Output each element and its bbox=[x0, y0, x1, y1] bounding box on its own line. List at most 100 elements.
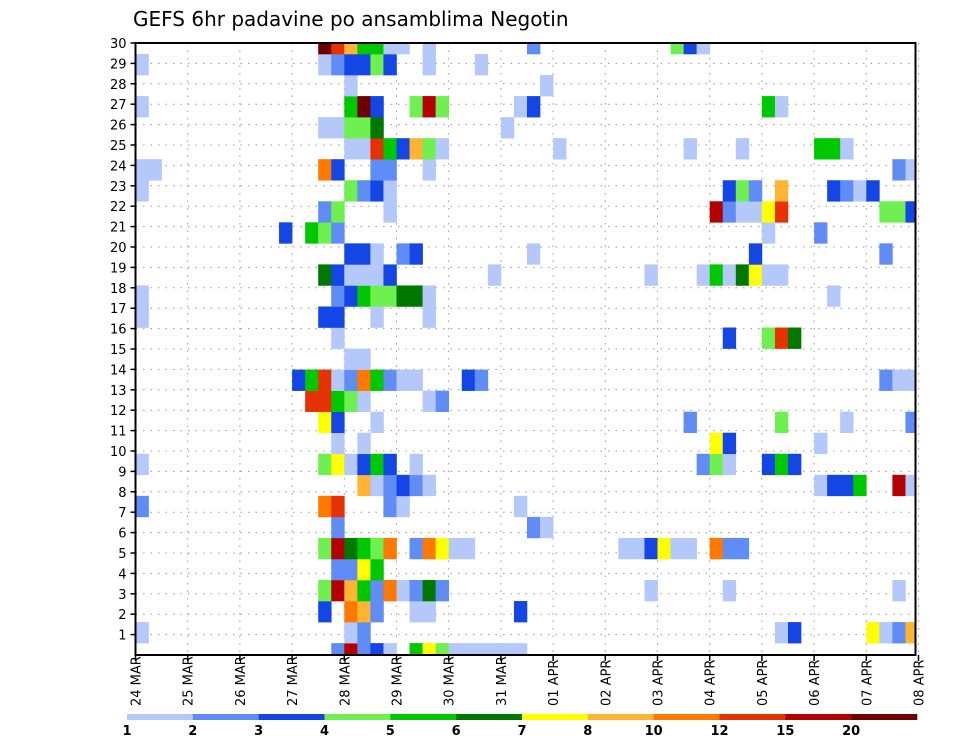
heatmap-cell bbox=[318, 495, 332, 518]
heatmap-cell bbox=[318, 54, 332, 76]
heatmap-cell bbox=[748, 243, 763, 265]
heatmap-cell bbox=[357, 285, 371, 307]
heatmap-cell bbox=[422, 306, 436, 328]
heatmap-cell bbox=[344, 390, 358, 412]
heatmap-cell bbox=[448, 643, 463, 655]
colorbar-legend: 1 2 3 4 5 6 7 8 10 12 15 20 bbox=[122, 714, 918, 739]
heatmap-cell bbox=[331, 495, 345, 518]
heatmap-cell bbox=[892, 622, 906, 644]
colorbar-label: 2 bbox=[188, 724, 197, 739]
grid-lines bbox=[135, 42, 919, 655]
heatmap-cell bbox=[409, 537, 423, 560]
heatmap-cell bbox=[905, 201, 916, 223]
heatmap-cell bbox=[344, 138, 358, 160]
heatmap-cell bbox=[422, 537, 436, 560]
heatmap-cell bbox=[540, 516, 554, 539]
heatmap-cell bbox=[344, 643, 358, 655]
colorbar-label: 20 bbox=[842, 724, 860, 739]
heatmap-cell bbox=[722, 537, 737, 560]
heatmap-cell bbox=[344, 243, 358, 265]
heatmap-cell bbox=[670, 537, 684, 560]
heatmap-cell bbox=[370, 159, 384, 181]
heatmap-cell bbox=[357, 369, 371, 391]
heatmap-cell bbox=[709, 537, 724, 560]
heatmap-cell bbox=[383, 54, 397, 76]
heatmap-cell bbox=[383, 285, 397, 307]
heatmap-cell bbox=[331, 43, 345, 55]
heatmap-cell bbox=[357, 390, 371, 412]
heatmap-cell bbox=[435, 390, 449, 412]
heatmap-cell bbox=[383, 580, 397, 602]
colorbar-label: 1 bbox=[122, 724, 131, 739]
heatmap-cell bbox=[135, 180, 149, 202]
heatmap-cell bbox=[409, 285, 423, 307]
heatmap-cell bbox=[814, 432, 828, 455]
heatmap-cell bbox=[905, 474, 916, 497]
heatmap-cell bbox=[409, 96, 423, 118]
heatmap-cell bbox=[318, 580, 332, 602]
heatmap-cell bbox=[357, 117, 371, 139]
heatmap-cell bbox=[344, 537, 358, 560]
heatmap-cell bbox=[905, 369, 916, 391]
x-tick-label: 30 MAR bbox=[443, 656, 458, 706]
heatmap-cell bbox=[683, 138, 697, 160]
heatmap-cell bbox=[709, 432, 724, 455]
heatmap-cell bbox=[879, 369, 893, 391]
y-tick-label: 22 bbox=[110, 200, 127, 215]
heatmap-cell bbox=[383, 201, 397, 223]
heatmap-cell bbox=[814, 222, 828, 244]
heatmap-cell bbox=[331, 643, 345, 655]
heatmap-cell bbox=[461, 643, 476, 655]
heatmap-cell bbox=[513, 643, 528, 655]
y-tick-label: 9 bbox=[118, 465, 126, 480]
heatmap-cell bbox=[435, 580, 449, 602]
heatmap-cell bbox=[357, 537, 371, 560]
heatmap-cell bbox=[344, 622, 358, 644]
heatmap-cell bbox=[840, 411, 854, 434]
heatmap-cell bbox=[409, 643, 423, 655]
heatmap-cell bbox=[396, 369, 410, 391]
y-tick-label: 16 bbox=[110, 323, 127, 338]
heatmap-cell bbox=[461, 369, 476, 391]
heatmap-cell bbox=[422, 643, 436, 655]
heatmap-cell bbox=[357, 43, 371, 55]
heatmap-cell bbox=[879, 243, 893, 265]
heatmap-cell bbox=[370, 580, 384, 602]
x-tick-label: 05 APR bbox=[756, 660, 771, 706]
heatmap-cell bbox=[696, 43, 710, 55]
colorbar-label: 6 bbox=[452, 724, 461, 739]
heatmap-cell bbox=[370, 96, 384, 118]
y-tick-label: 1 bbox=[118, 629, 126, 644]
heatmap-cell bbox=[331, 453, 345, 476]
heatmap-cell bbox=[435, 96, 449, 118]
x-tick-label: 08 APR bbox=[913, 660, 928, 706]
heatmap-cell bbox=[370, 411, 384, 434]
heatmap-cell bbox=[135, 96, 149, 118]
y-tick-label: 5 bbox=[118, 547, 126, 562]
heatmap-cell bbox=[500, 643, 515, 655]
heatmap-cell bbox=[370, 643, 384, 655]
heatmap-cell bbox=[135, 159, 149, 181]
heatmap-cell bbox=[774, 264, 789, 286]
colorbar-swatch bbox=[587, 714, 654, 720]
heatmap-cell bbox=[357, 601, 371, 623]
heatmap-cell bbox=[331, 580, 345, 602]
heatmap-cell bbox=[135, 495, 149, 518]
x-tick-label: 25 MAR bbox=[182, 656, 197, 706]
y-tick-label: 17 bbox=[110, 302, 127, 317]
x-tick-label: 26 MAR bbox=[234, 656, 249, 706]
heatmap-cell bbox=[135, 622, 149, 644]
colorbar-label: 3 bbox=[254, 724, 263, 739]
heatmap-cell bbox=[644, 580, 658, 602]
y-tick-label: 6 bbox=[118, 527, 126, 542]
heatmap-cell bbox=[318, 117, 332, 139]
heatmap-cell bbox=[827, 474, 841, 497]
x-tick-label: 29 MAR bbox=[391, 656, 406, 706]
colorbar-swatch bbox=[522, 714, 589, 720]
y-tick-label: 24 bbox=[110, 159, 127, 174]
y-tick-label: 19 bbox=[110, 261, 127, 276]
heatmap-cell bbox=[396, 285, 410, 307]
y-tick-label: 25 bbox=[110, 139, 127, 154]
heatmap-cell bbox=[331, 411, 345, 434]
heatmap-cell bbox=[383, 495, 397, 518]
